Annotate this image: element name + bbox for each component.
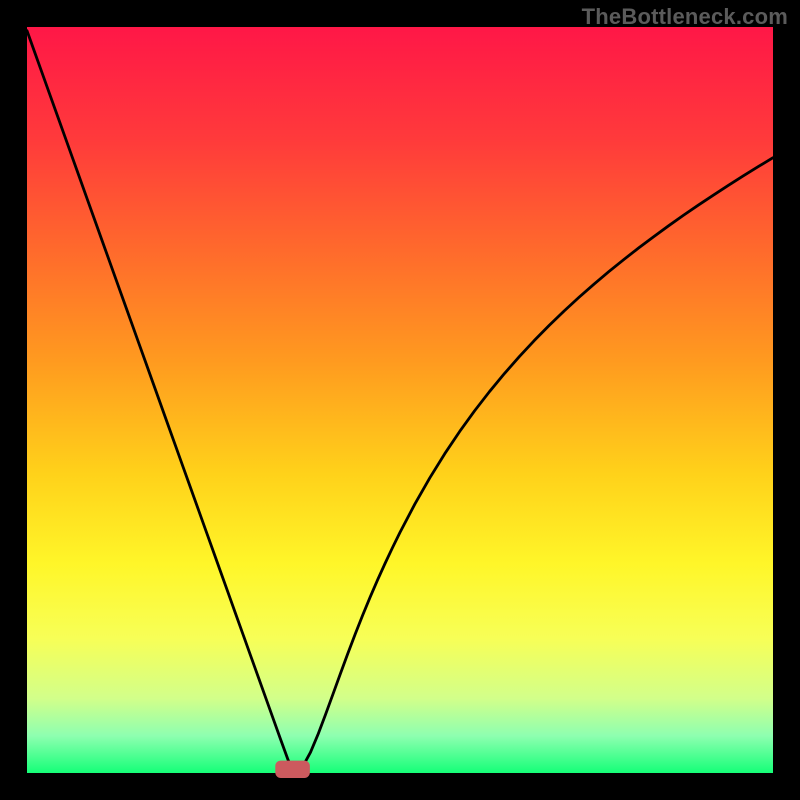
chart-svg xyxy=(0,0,800,800)
chart-container: TheBottleneck.com xyxy=(0,0,800,800)
watermark-text: TheBottleneck.com xyxy=(582,4,788,30)
